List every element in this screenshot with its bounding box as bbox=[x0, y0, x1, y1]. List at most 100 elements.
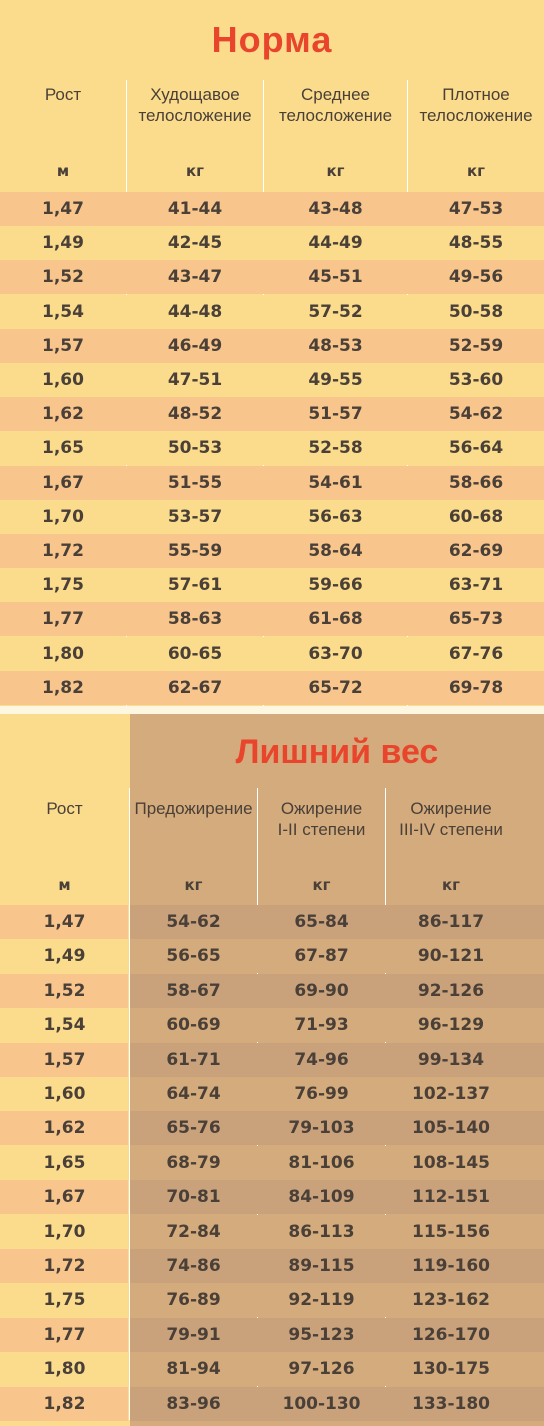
row-bg-right bbox=[130, 1180, 544, 1215]
weight-range-cell: 60-68 bbox=[448, 506, 504, 527]
weight-range-cell: 67-87 bbox=[294, 946, 349, 967]
height-cell: 1,65 bbox=[43, 1152, 86, 1173]
header-dense-build: Плотное телосложение bbox=[419, 85, 533, 125]
weight-range-cell: 79-103 bbox=[288, 1118, 355, 1139]
weight-range-cell: 130-175 bbox=[411, 1359, 491, 1380]
weight-range-cell: 58-66 bbox=[448, 472, 504, 493]
row-bg-left bbox=[0, 1111, 128, 1146]
weight-range-cell: 58-67 bbox=[166, 980, 221, 1001]
height-cell: 1,49 bbox=[43, 946, 86, 967]
table-row: 1,80 60-65 63-70 67-76 bbox=[0, 636, 544, 671]
height-cell: 1,62 bbox=[43, 1118, 86, 1139]
weight-range-cell: 55-59 bbox=[167, 541, 223, 561]
weight-range-cell: 97-126 bbox=[288, 1359, 355, 1380]
row-bg-right bbox=[130, 1386, 544, 1421]
weight-range-cell: 74-86 bbox=[166, 1256, 221, 1276]
weight-range-cell: 133-180 bbox=[411, 1393, 491, 1414]
weight-range-cell: 61-71 bbox=[166, 1049, 221, 1070]
weight-range-cell: 69-78 bbox=[448, 677, 504, 698]
row-bg-left bbox=[0, 1042, 128, 1077]
weight-range-cell: 44-49 bbox=[308, 233, 363, 254]
table-row: 1,54 60-69 71-93 96-129 bbox=[0, 1008, 544, 1043]
height-cell: 1,57 bbox=[43, 1049, 86, 1070]
weight-range-cell: 74-96 bbox=[294, 1049, 349, 1070]
weight-range-cell: 47-53 bbox=[448, 199, 504, 219]
weight-range-cell: 67-76 bbox=[448, 643, 504, 664]
weight-range-cell: 76-89 bbox=[166, 1290, 221, 1311]
weight-range-cell: 43-47 bbox=[167, 267, 223, 288]
weight-range-cell: 65-72 bbox=[308, 677, 363, 698]
row-bg-left bbox=[0, 1180, 128, 1215]
weight-range-cell: 81-106 bbox=[288, 1152, 355, 1173]
unit-kg: кг bbox=[185, 162, 205, 180]
weight-range-cell: 48-55 bbox=[448, 233, 504, 254]
weight-range-cell: 58-64 bbox=[308, 541, 363, 561]
table-row: 1,80 81-94 97-126 130-175 bbox=[0, 1352, 544, 1387]
header-height: Рост bbox=[44, 85, 82, 104]
table-row: 1,62 48-52 51-57 54-62 bbox=[0, 397, 544, 432]
weight-range-cell: 50-58 bbox=[448, 301, 504, 322]
header-obesity-1-2: Ожирение I-II степени bbox=[277, 799, 366, 839]
unit-kg: кг bbox=[441, 876, 461, 894]
weight-range-cell: 48-53 bbox=[308, 335, 363, 356]
weight-range-cell: 65-73 bbox=[448, 609, 504, 630]
weight-range-cell: 72-84 bbox=[166, 1221, 221, 1242]
row-bg-left bbox=[0, 973, 128, 1008]
weight-range-cell: 63-71 bbox=[448, 575, 504, 596]
height-cell: 1,65 bbox=[42, 438, 84, 459]
table-row: 1,60 64-74 76-99 102-137 bbox=[0, 1077, 544, 1111]
height-cell: 1,70 bbox=[43, 1221, 86, 1242]
row-bg-right bbox=[130, 905, 544, 939]
weight-range-cell: 86-113 bbox=[288, 1221, 355, 1242]
unit-meters: м bbox=[56, 162, 70, 180]
height-cell: 1,67 bbox=[43, 1187, 86, 1208]
row-bg-left bbox=[0, 1214, 128, 1249]
table-row: 1,75 76-89 92-119 123-162 bbox=[0, 1283, 544, 1318]
height-cell: 1,52 bbox=[42, 267, 84, 288]
height-cell: 1,57 bbox=[42, 335, 84, 356]
table-row: 1,65 50-53 52-58 56-64 bbox=[0, 431, 544, 466]
height-cell: 1,75 bbox=[42, 575, 84, 596]
overweight-title: Лишний вес bbox=[235, 733, 439, 771]
header-obesity-3-4: Ожирение III-IV степени bbox=[399, 799, 503, 839]
row-bg-left bbox=[0, 939, 128, 974]
unit-kg: кг bbox=[184, 876, 203, 894]
weight-range-cell: 90-121 bbox=[417, 946, 485, 967]
row-bg-right bbox=[130, 1111, 544, 1146]
table-row: 1,65 68-79 81-106 108-145 bbox=[0, 1145, 544, 1180]
weight-range-cell: 54-61 bbox=[308, 472, 363, 493]
table-row: 1,49 56-65 67-87 90-121 bbox=[0, 939, 544, 974]
table-row: 1,77 79-91 95-123 126-170 bbox=[0, 1317, 544, 1352]
table-row: 1,54 44-48 57-52 50-58 bbox=[0, 294, 544, 329]
weight-range-cell: 54-62 bbox=[166, 912, 221, 932]
unit-kg: кг bbox=[312, 876, 331, 894]
weight-range-cell: 51-55 bbox=[167, 472, 223, 493]
table-row: 1,60 47-51 49-55 53-60 bbox=[0, 363, 544, 397]
weight-range-cell: 42-45 bbox=[167, 233, 223, 254]
height-cell: 1,60 bbox=[43, 1084, 86, 1104]
height-cell: 1,54 bbox=[42, 301, 84, 322]
weight-range-cell: 61-68 bbox=[308, 609, 363, 630]
weight-range-cell: 126-170 bbox=[411, 1324, 491, 1345]
height-cell: 1,80 bbox=[43, 1359, 86, 1380]
weight-range-cell: 59-66 bbox=[308, 575, 363, 596]
weight-range-cell: 48-52 bbox=[167, 404, 223, 425]
height-cell: 1,54 bbox=[43, 1015, 86, 1036]
weight-range-cell: 76-99 bbox=[294, 1084, 349, 1104]
height-cell: 1,75 bbox=[43, 1290, 86, 1311]
height-cell: 1,77 bbox=[42, 609, 84, 630]
row-bg-right bbox=[130, 973, 544, 1008]
table-row: 1,49 42-45 44-49 48-55 bbox=[0, 226, 544, 261]
header-medium-build: Среднее телосложение bbox=[278, 85, 393, 125]
height-cell: 1,80 bbox=[42, 643, 84, 664]
weight-range-cell: 56-65 bbox=[166, 946, 221, 967]
table-row: 1,47 41-44 43-48 47-53 bbox=[0, 192, 544, 226]
weight-range-cell: 70-81 bbox=[166, 1187, 221, 1208]
column-divider bbox=[129, 788, 130, 1420]
weight-range-cell: 65-76 bbox=[166, 1118, 221, 1139]
header-height: Рост bbox=[46, 799, 83, 818]
weight-range-cell: 56-64 bbox=[448, 438, 504, 459]
row-bg-left bbox=[0, 1317, 128, 1352]
weight-range-cell: 53-60 bbox=[448, 370, 504, 390]
weight-range-cell: 51-57 bbox=[308, 404, 363, 425]
